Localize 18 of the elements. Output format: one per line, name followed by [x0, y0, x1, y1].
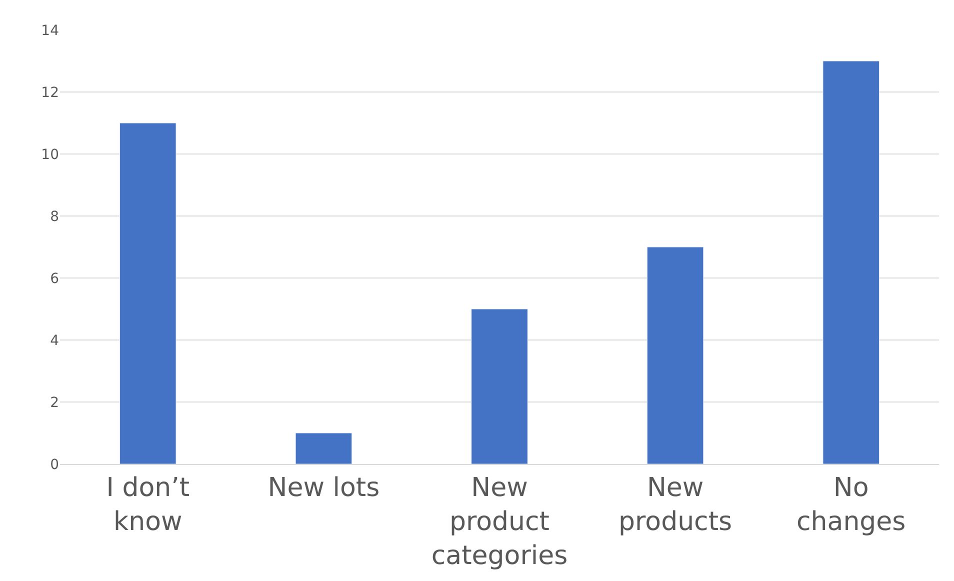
- y-tick-label: 4: [50, 332, 60, 349]
- y-tick-label: 10: [41, 146, 59, 163]
- y-tick-label: 8: [50, 208, 59, 225]
- x-tick-label: New products: [618, 473, 732, 537]
- y-tick-label: 0: [50, 456, 59, 473]
- y-tick-label: 6: [50, 270, 60, 287]
- x-tick-label: I don’t know: [106, 473, 190, 537]
- x-tick-label: New lots: [268, 473, 380, 504]
- bar: [295, 432, 352, 464]
- bar: [120, 122, 176, 464]
- bar: [822, 60, 880, 464]
- x-tick-label: No changes: [796, 473, 906, 537]
- x-tick-label: New product categories: [431, 473, 568, 571]
- y-tick-label: 12: [41, 84, 59, 101]
- y-tick-label: 14: [41, 22, 60, 39]
- bar: [646, 246, 704, 464]
- y-tick-label: 2: [50, 394, 59, 411]
- bar: [471, 308, 528, 464]
